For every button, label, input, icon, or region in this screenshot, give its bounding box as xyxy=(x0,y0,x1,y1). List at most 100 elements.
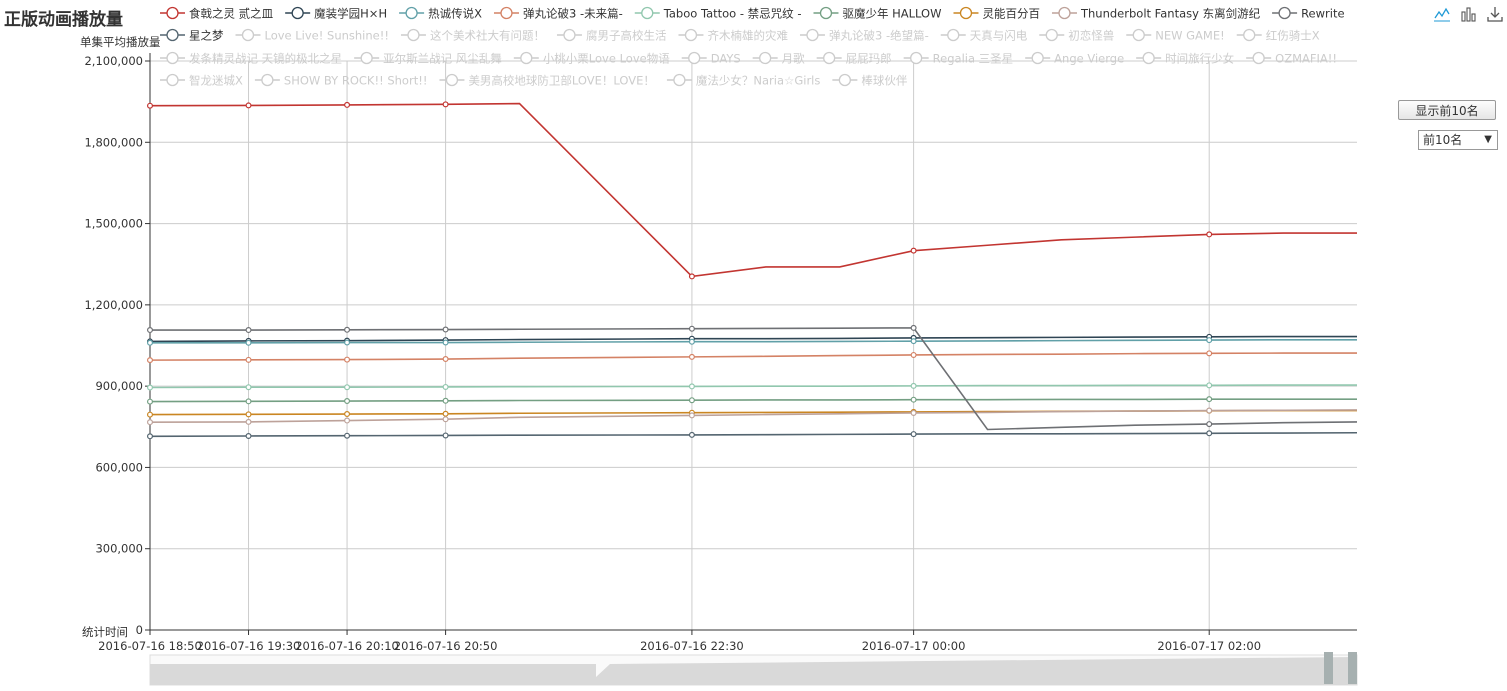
legend-label: 魔装学园H×H xyxy=(314,7,387,21)
legend-item[interactable]: 这个美术社大有问题！ xyxy=(400,29,545,43)
show-top-10-button[interactable]: 显示前10名 xyxy=(1398,100,1496,120)
legend-marker-icon xyxy=(838,73,852,87)
legend-label: Regalia 三圣星 xyxy=(933,52,1014,66)
legend-item[interactable]: 天真与闪电 xyxy=(940,29,1028,43)
data-point xyxy=(245,398,252,405)
legend-label: 灵能百分百 xyxy=(982,7,1040,21)
legend-item[interactable]: 时间旅行少女 xyxy=(1136,52,1234,66)
legend-item[interactable]: 亚尔斯兰战记 风尘乱舞 xyxy=(354,52,502,66)
legend-item[interactable]: DAYS xyxy=(681,52,741,66)
y-tick-label: 1,800,000 xyxy=(84,135,143,149)
legend-item[interactable]: 智龙迷城X xyxy=(160,74,243,88)
x-tick-label: 2016-07-16 20:50 xyxy=(394,639,498,653)
legend-item[interactable]: 星之梦 xyxy=(160,29,224,43)
data-point xyxy=(147,433,154,440)
legend-item[interactable]: 热诚传说X xyxy=(399,7,482,21)
legend-item[interactable]: Taboo Tattoo - 禁忌咒纹 - xyxy=(634,7,802,21)
legend-label: 亚尔斯兰战记 风尘乱舞 xyxy=(383,52,502,66)
legend-item[interactable]: 弹丸论破3 -绝望篇- xyxy=(799,29,929,43)
data-point xyxy=(1206,396,1213,403)
legend-item[interactable]: SHOW BY ROCK!! Short!! xyxy=(254,74,428,88)
zoom-handle-left[interactable] xyxy=(1324,652,1333,684)
download-icon[interactable] xyxy=(1487,7,1503,22)
legend-item[interactable]: 棒球伙伴 xyxy=(832,73,908,88)
legend-item[interactable]: 灵能百分百 xyxy=(953,7,1040,21)
data-zoom-slider[interactable] xyxy=(149,652,1358,686)
legend-label: 智龙迷城X xyxy=(189,74,243,88)
legend-marker-icon xyxy=(959,6,973,20)
legend-item[interactable]: OZMAFIA!! xyxy=(1246,52,1337,66)
y-tick-label: 300,000 xyxy=(95,542,143,556)
legend-label: 初恋怪兽 xyxy=(1068,29,1114,43)
data-point xyxy=(910,247,917,254)
x-tick-label: 2016-07-16 18:50 xyxy=(98,639,202,653)
legend-marker-icon xyxy=(360,51,373,65)
legend-label: Thunderbolt Fantasy 东离剑游纪 xyxy=(1080,7,1261,21)
legend-marker-icon xyxy=(166,6,179,20)
bar-icon[interactable] xyxy=(1461,7,1476,22)
legend-label: 弹丸论破3 -绝望篇- xyxy=(829,29,929,43)
data-point xyxy=(147,384,154,391)
data-point xyxy=(147,419,154,426)
legend-item[interactable]: Regalia 三圣星 xyxy=(903,52,1014,66)
legend-marker-icon xyxy=(166,73,179,87)
legend-item[interactable]: 美男高校地球防卫部LOVE！LOVE！ xyxy=(439,73,655,88)
data-point xyxy=(1206,350,1213,357)
legend-item[interactable]: 初恋怪兽 xyxy=(1039,29,1114,43)
series-line xyxy=(149,409,1358,423)
legend-item[interactable]: 月歌 xyxy=(752,52,805,66)
series-line xyxy=(149,352,1357,361)
data-point xyxy=(910,324,917,331)
legend-item[interactable]: 发条精灵战记 天镜的极北之星 xyxy=(160,52,342,66)
legend-item[interactable]: 弹丸论破3 -未来篇- xyxy=(493,7,623,21)
data-point xyxy=(1206,421,1213,428)
legend-marker-icon xyxy=(405,6,418,20)
line-icon[interactable] xyxy=(1434,7,1450,22)
legend: 食戟之灵 贰之皿 魔装学园H×H 热诚传说X 弹丸论破3 -未来篇- Taboo Tat… xyxy=(160,7,1345,88)
legend-label: Ange Vierge xyxy=(1054,52,1124,66)
data-point xyxy=(245,327,252,334)
data-point xyxy=(245,356,252,363)
data-point xyxy=(147,327,154,334)
legend-item[interactable]: 屁屁玛郎 xyxy=(816,52,892,66)
legend-item[interactable]: Ange Vierge xyxy=(1025,52,1124,66)
legend-item[interactable]: 腐男子高校生活 xyxy=(556,28,667,43)
legend-label: 月歌 xyxy=(782,52,805,66)
x-tick-label: 2016-07-17 00:00 xyxy=(862,639,966,653)
legend-item[interactable]: Rewrite xyxy=(1272,7,1345,21)
data-point xyxy=(688,431,695,438)
y-tick-label: 900,000 xyxy=(95,379,143,393)
legend-item[interactable]: 红伤骑士X xyxy=(1236,28,1320,43)
legend-item[interactable]: 食戟之灵 贰之皿 xyxy=(160,7,274,21)
data-point xyxy=(910,409,917,416)
legend-item[interactable]: Love Live! Sunshine!! xyxy=(235,29,389,43)
legend-marker-icon xyxy=(166,28,179,42)
data-point xyxy=(442,416,449,423)
legend-marker-icon xyxy=(1243,28,1256,42)
data-point xyxy=(910,396,917,403)
legend-marker-icon xyxy=(1031,51,1044,65)
data-point xyxy=(910,338,917,345)
x-tick-label: 2016-07-16 19:30 xyxy=(197,639,301,653)
legend-item[interactable]: Thunderbolt Fantasy 东离剑游纪 xyxy=(1051,7,1261,21)
legend-label: 棒球伙伴 xyxy=(861,74,907,88)
legend-marker-icon xyxy=(563,28,576,42)
legend-item[interactable]: 驱魔少年 HALLOW xyxy=(813,7,941,21)
legend-item[interactable]: 魔装学园H×H xyxy=(285,7,387,21)
data-point xyxy=(688,325,695,332)
legend-item[interactable]: 小桃小栗Love Love物语 xyxy=(513,52,670,66)
legend-marker-icon xyxy=(445,73,459,87)
data-point xyxy=(147,339,154,346)
legend-item[interactable]: NEW GAME! xyxy=(1126,29,1225,43)
legend-item[interactable]: 齐木楠雄的灾难 xyxy=(678,29,788,43)
data-point xyxy=(442,101,449,108)
legend-item[interactable]: 魔法少女？Naria☆Girls xyxy=(666,74,820,88)
data-point xyxy=(245,432,252,439)
legend-label: 腐男子高校生活 xyxy=(586,29,667,43)
legend-label: 小桃小栗Love Love物语 xyxy=(543,52,670,66)
zoom-handle-right[interactable] xyxy=(1348,652,1357,684)
data-point xyxy=(245,339,252,346)
data-point xyxy=(147,411,154,418)
top-n-select[interactable]: 前10名 ▼ xyxy=(1418,130,1498,150)
data-point xyxy=(245,384,252,391)
